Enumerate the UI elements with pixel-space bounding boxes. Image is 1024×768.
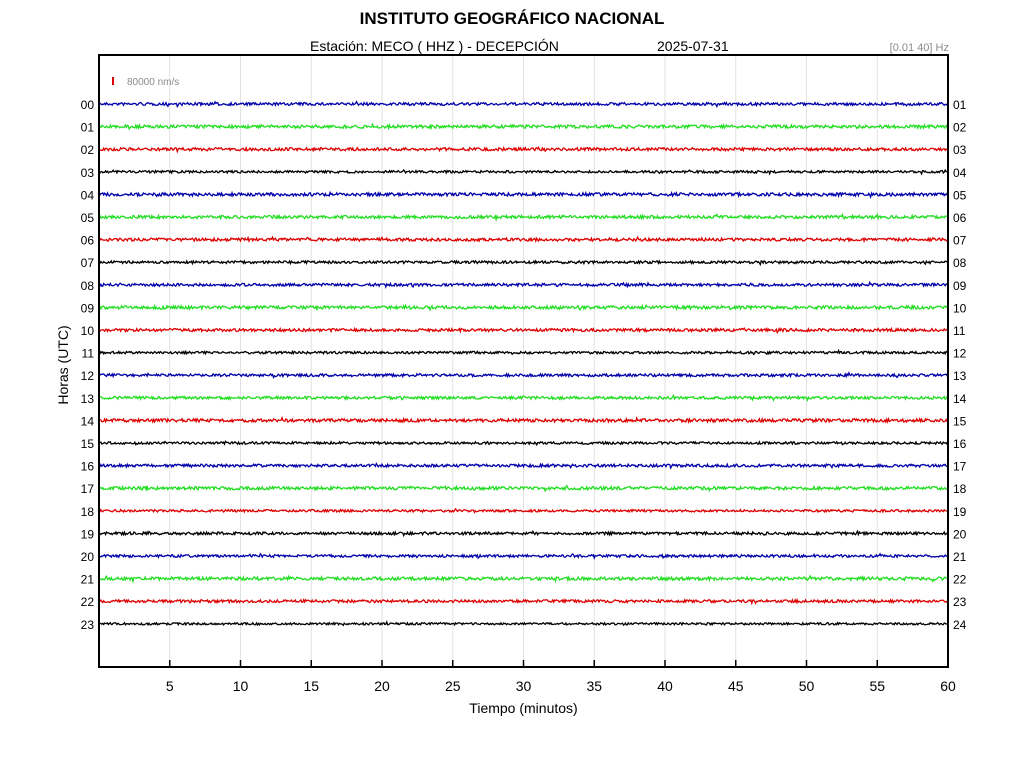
x-axis-label: Tiempo (minutos) [469,700,578,716]
y-tick-label-right: 23 [953,595,967,609]
y-tick-label-right: 07 [953,234,967,248]
trace-hour-16 [98,462,949,470]
trace-hour-13 [98,393,949,403]
trace-hour-22 [98,597,949,606]
x-tick-label: 45 [728,678,744,694]
trace-hour-21 [98,574,949,584]
trace-hour-12 [98,371,949,380]
x-tick-label: 15 [303,678,319,694]
y-tick-label-right: 02 [953,121,967,135]
x-tick-label: 50 [799,678,815,694]
x-tick-label: 35 [586,678,602,694]
y-tick-label-left: 03 [81,166,95,180]
y-tick-label-right: 04 [953,166,967,180]
trace-hour-20 [98,552,949,561]
y-tick-label-left: 15 [81,437,95,451]
x-tick-label: 55 [869,678,885,694]
trace-hour-14 [98,415,949,424]
trace-hour-23 [98,620,949,627]
x-tick-label: 40 [657,678,673,694]
y-tick-label-left: 19 [81,527,95,541]
y-tick-label-left: 11 [82,347,95,361]
y-tick-label-right: 05 [953,188,967,202]
y-tick-label-right: 17 [953,460,967,474]
y-tick-label-left: 17 [81,482,95,496]
trace-hour-17 [98,484,949,493]
trace-hour-15 [98,440,949,447]
y-tick-label-right: 22 [953,573,967,587]
y-tick-label-right: 09 [953,279,967,293]
trace-hour-03 [98,168,949,176]
trace-hour-10 [98,326,949,335]
y-tick-label-left: 05 [81,211,95,225]
y-tick-label-right: 24 [953,618,967,632]
y-tick-label-left: 01 [81,121,95,135]
y-tick-label-left: 00 [81,98,95,112]
trace-hour-18 [98,507,949,514]
trace-hour-11 [98,348,949,356]
y-tick-label-right: 15 [953,414,967,428]
scale-label: 80000 nm/s [127,77,179,88]
trace-hour-08 [98,280,949,290]
y-tick-label-left: 02 [81,143,95,157]
trace-hour-02 [98,145,949,154]
y-tick-label-left: 07 [81,256,95,270]
y-tick-label-left: 23 [81,618,95,632]
y-tick-label-right: 10 [953,301,967,315]
y-tick-label-left: 13 [81,392,95,406]
y-tick-label-left: 06 [81,234,95,248]
y-tick-label-right: 12 [953,347,967,361]
y-tick-label-left: 16 [81,460,95,474]
date-label: 2025-07-31 [657,38,729,54]
figure-title: INSTITUTO GEOGRÁFICO NACIONAL [359,9,665,28]
x-tick-label: 20 [374,678,390,694]
y-tick-label-right: 13 [953,369,967,383]
y-tick-label-right: 08 [953,256,967,270]
x-tick-label: 5 [166,678,174,694]
tick-layer: 5 10 15 20 25 30 35 40 45 50 55 60 00 01 02 03 04 05 06 07 0… [81,98,967,694]
trace-hour-04 [98,190,949,200]
station-label: Estación: MECO ( HHZ ) - DECEPCIÓN [310,38,559,54]
y-tick-label-right: 03 [953,143,967,157]
filter-band-label: [0.01 40] Hz [889,42,949,54]
y-tick-label-left: 10 [81,324,95,338]
grid-layer [169,55,878,667]
y-tick-label-left: 14 [81,414,95,428]
x-tick-label: 60 [940,678,956,694]
x-tick-label: 25 [445,678,461,694]
y-tick-label-left: 21 [81,573,95,587]
y-tick-label-left: 09 [81,301,95,315]
y-tick-label-right: 14 [953,392,967,406]
y-tick-label-left: 04 [81,188,95,202]
x-tick-label: 30 [516,678,532,694]
trace-hour-06 [98,235,949,244]
y-tick-label-right: 11 [953,324,966,338]
y-tick-label-right: 21 [953,550,967,564]
scale-legend: 80000 nm/s [112,77,179,88]
y-tick-label-left: 20 [81,550,95,564]
trace-hour-19 [98,529,949,538]
trace-hour-05 [98,212,949,222]
trace-hour-09 [98,303,949,312]
y-tick-label-right: 20 [953,527,967,541]
y-tick-label-left: 08 [81,279,95,293]
trace-layer [98,100,949,627]
y-tick-label-right: 01 [953,98,967,112]
x-tick-label: 10 [233,678,249,694]
y-tick-label-left: 22 [81,595,95,609]
y-tick-label-left: 12 [81,369,95,383]
y-tick-label-right: 18 [953,482,967,496]
y-tick-label-right: 06 [953,211,967,225]
trace-hour-00 [98,100,949,109]
trace-hour-01 [98,122,949,131]
trace-hour-07 [98,259,949,267]
y-tick-label-right: 16 [953,437,967,451]
y-tick-label-left: 18 [81,505,95,519]
y-tick-label-right: 19 [953,505,967,519]
